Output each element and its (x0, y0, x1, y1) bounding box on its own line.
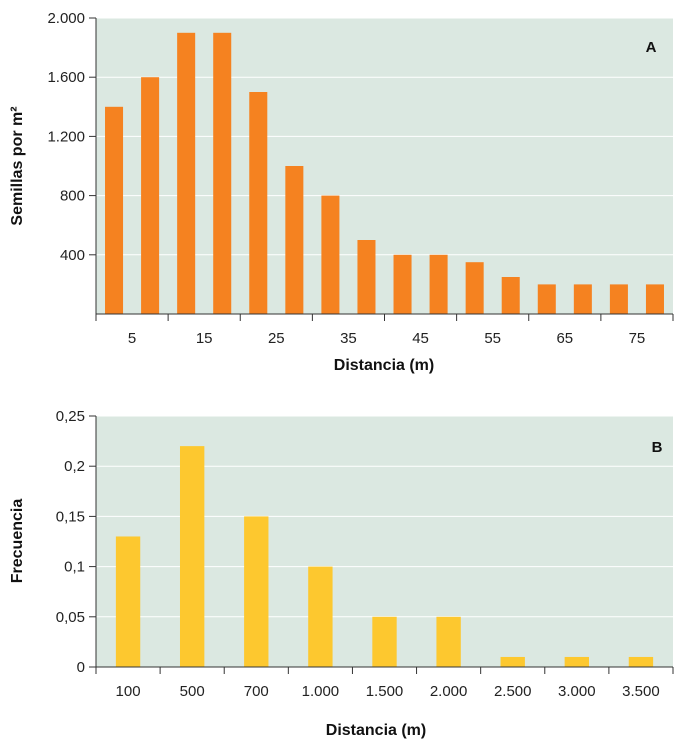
bar-a-7 (321, 195, 340, 314)
bar-b-7 (500, 656, 525, 667)
bar-a-15 (609, 284, 628, 314)
bar-b-1 (115, 536, 141, 667)
y-tick-label: 800 (60, 188, 85, 205)
x-tick-label: 700 (244, 683, 269, 700)
bar-a-13 (537, 284, 556, 314)
bar-a-4 (213, 32, 232, 315)
chart-b: 0 0,05 0,1 0,15 0,2 0,25 100 500 700 1.000 1.500 2… (9, 408, 674, 739)
y-tick-label: 1.600 (47, 69, 85, 86)
x-tick-label: 15 (196, 330, 213, 347)
x-tick-label: 65 (556, 330, 573, 347)
y-tick-label: 0,1 (64, 559, 85, 576)
x-tick-label: 55 (484, 330, 501, 347)
y-ticks-a: 400 800 1.200 1.600 2.000 (47, 10, 96, 264)
bar-a-2 (141, 77, 160, 314)
x-tick-label: 2.500 (494, 683, 532, 700)
bars-a (105, 32, 664, 315)
bar-a-11 (465, 262, 484, 314)
bar-a-12 (501, 277, 520, 314)
x-tick-label: 1.500 (366, 683, 404, 700)
bar-a-14 (573, 284, 592, 314)
x-axis-label-b: Distancia (m) (326, 722, 426, 739)
bar-b-9 (628, 656, 654, 667)
bar-a-6 (285, 166, 304, 314)
y-tick-label: 2.000 (47, 10, 85, 27)
y-tick-label: 400 (60, 247, 85, 264)
bar-a-9 (393, 254, 412, 314)
bar-a-1 (105, 106, 124, 314)
bar-b-5 (372, 616, 397, 667)
x-tick-label: 3.500 (622, 683, 660, 700)
x-tick-label: 1.000 (302, 683, 340, 700)
y-axis-label-b: Frecuencia (9, 499, 26, 584)
x-ticks-b: 100 500 700 1.000 1.500 2.000 2.500 3.000 3.500 (95, 667, 674, 700)
y-tick-label: 1.200 (47, 128, 85, 145)
bar-b-8 (564, 656, 590, 667)
bar-a-3 (177, 32, 196, 315)
bar-a-8 (357, 240, 376, 314)
bar-a-10 (429, 254, 448, 314)
panel-label-b: B (652, 439, 663, 456)
x-tick-label: 3.000 (558, 683, 596, 700)
y-tick-label: 0,2 (64, 458, 85, 475)
y-tick-label: 0,15 (56, 508, 85, 525)
bar-b-2 (179, 446, 205, 667)
x-ticks-a: 5 15 25 35 45 55 65 75 (95, 314, 674, 347)
bar-b-3 (244, 516, 269, 667)
bar-b-4 (308, 566, 333, 667)
x-tick-label: 75 (629, 330, 646, 347)
y-tick-label: 0,05 (56, 609, 85, 626)
bar-a-16 (645, 284, 664, 314)
y-axis-label-a: Semillas por m² (9, 106, 26, 225)
panel-label-a: A (646, 39, 657, 56)
y-tick-label: 0 (77, 659, 85, 676)
bar-a-5 (249, 92, 268, 314)
x-tick-label: 25 (268, 330, 285, 347)
x-axis-label-a: Distancia (m) (334, 357, 434, 374)
bars-b (115, 446, 654, 667)
x-tick-label: 45 (412, 330, 429, 347)
x-tick-label: 35 (340, 330, 357, 347)
x-tick-label: 100 (116, 683, 141, 700)
bar-b-6 (436, 616, 461, 667)
y-ticks-b: 0 0,05 0,1 0,15 0,2 0,25 (56, 408, 96, 676)
x-tick-label: 2.000 (430, 683, 468, 700)
x-tick-label: 500 (180, 683, 205, 700)
x-tick-label: 5 (128, 330, 136, 347)
y-tick-label: 0,25 (56, 408, 85, 425)
